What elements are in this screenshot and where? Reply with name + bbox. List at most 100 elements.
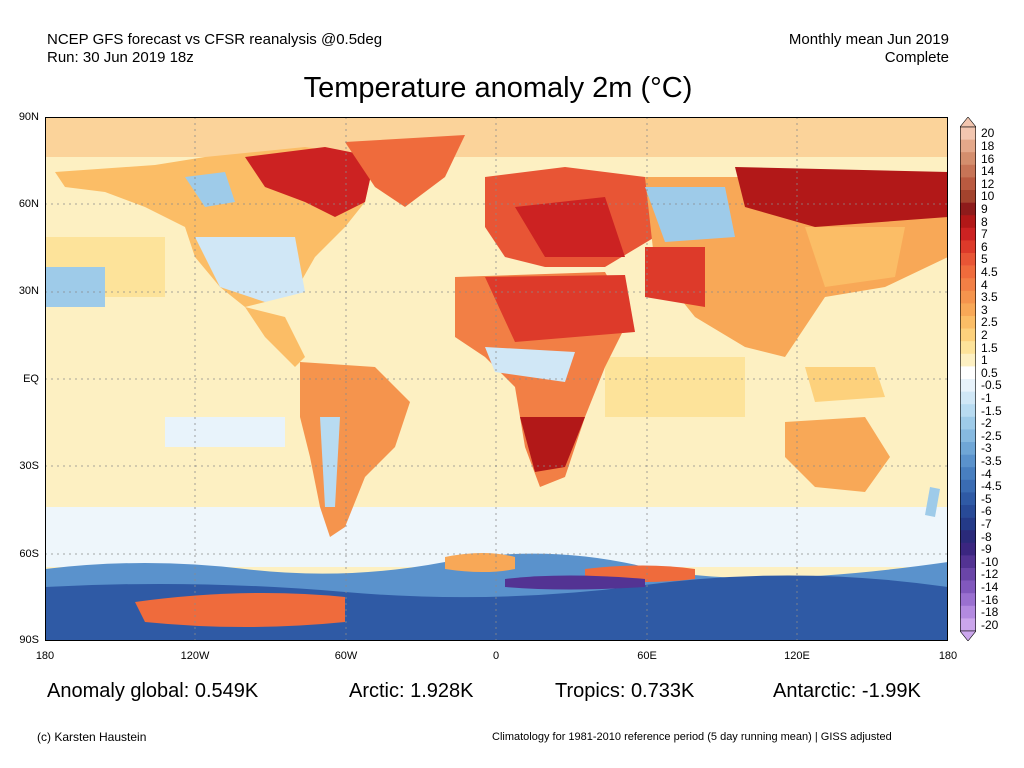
andes-cool <box>320 417 340 507</box>
colorbar-swatch <box>960 454 976 468</box>
tropics-anomaly: Tropics: 0.733K <box>555 680 695 702</box>
lat-label-30n: 30N <box>18 285 39 297</box>
west-siberia-cool <box>645 187 735 242</box>
lat-label-60s: 60S <box>19 548 39 560</box>
colorbar-label: -18 <box>981 605 999 620</box>
model-description: NCEP GFS forecast vs CFSR reanalysis @0.… <box>47 31 383 48</box>
colorbar-swatch <box>960 505 976 518</box>
colorbar-label: -1 <box>981 390 992 405</box>
colorbar-label: 1 <box>981 353 988 368</box>
lat-label-30s: 30S <box>19 460 39 472</box>
south-atlantic-warm-patch <box>445 553 515 572</box>
lon-label-60e: 60E <box>637 650 657 662</box>
colorbar-swatch <box>960 190 976 203</box>
colorbar-label: -4 <box>981 466 992 481</box>
climatology-note: Climatology for 1981-2010 reference peri… <box>492 731 892 743</box>
colorbar-label: 2 <box>981 327 988 342</box>
colorbar-label: -0.5 <box>981 378 1002 393</box>
colorbar-swatch <box>960 139 976 153</box>
colorbar-swatch <box>960 240 976 254</box>
colorbar-swatch <box>960 416 976 430</box>
lon-label-120e: 120E <box>784 650 810 662</box>
credit: (c) Karsten Haustein <box>37 730 147 744</box>
new-zealand <box>925 487 940 517</box>
greenland <box>345 135 465 207</box>
colorbar-label: -2.5 <box>981 428 1002 443</box>
colorbar-label: -5 <box>981 491 992 506</box>
colorbar-label: 7 <box>981 227 988 242</box>
colorbar-svg <box>959 116 977 642</box>
colorbar-swatch <box>960 555 976 569</box>
southern-africa-warm <box>520 417 585 472</box>
colorbar-label: -7 <box>981 516 992 531</box>
colorbar-swatch <box>960 467 976 481</box>
map-gridlines <box>45 117 948 641</box>
east-asia <box>805 227 905 287</box>
antarctic-anomaly: Antarctic: -1.99K <box>773 680 921 702</box>
arctic-anomaly: Arctic: 1.928K <box>349 680 474 702</box>
lat-label-90n: 90N <box>18 111 39 123</box>
colorbar-label: 20 <box>981 126 995 141</box>
antarctic-warm-patch <box>135 593 345 627</box>
middle-east-warm <box>645 247 705 307</box>
colorbar-swatch <box>960 316 976 329</box>
colorbar-label: -3 <box>981 441 992 456</box>
arctic-band <box>45 117 948 157</box>
colorbar-label: 9 <box>981 201 988 216</box>
colorbar-top-arrow <box>959 116 977 128</box>
colorbar-swatch <box>960 366 976 380</box>
colorbar-swatch <box>960 379 976 392</box>
colorbar-label: 10 <box>981 189 995 204</box>
colorbar-label: -14 <box>981 579 999 594</box>
colorbar-label: -1.5 <box>981 403 1002 418</box>
colorbar-label: 4.5 <box>981 264 998 279</box>
colorbar <box>959 116 977 642</box>
colorbar-label: -10 <box>981 554 999 569</box>
colorbar-swatch <box>960 303 976 317</box>
header-left: NCEP GFS forecast vs CFSR reanalysis @0.… <box>47 31 382 67</box>
header-right: Monthly mean Jun 2019 Complete <box>789 31 949 67</box>
colorbar-swatch <box>960 492 976 506</box>
colorbar-label: -16 <box>981 592 999 607</box>
lon-label-120w: 120W <box>180 650 210 662</box>
colorbar-swatch <box>960 353 976 367</box>
lon-label-60w: 60W <box>334 650 358 662</box>
colorbar-swatch <box>960 442 976 455</box>
north-pacific-cold <box>45 267 105 307</box>
colorbar-swatch <box>960 265 976 279</box>
south-pacific-cool <box>165 417 285 447</box>
colorbar-swatch <box>960 517 976 531</box>
colorbar-label: 5 <box>981 252 988 267</box>
colorbar-label: 18 <box>981 138 995 153</box>
canada-arctic-warm <box>245 147 375 217</box>
colorbar-label: -20 <box>981 617 999 632</box>
run-time: Run: 30 Jun 2019 18z <box>47 49 194 66</box>
colorbar-swatch <box>960 580 976 594</box>
maritime-continent <box>805 367 885 402</box>
lon-label-180e: 180 <box>938 650 958 662</box>
colorbar-swatch <box>960 215 976 229</box>
lon-label-180w: 180 <box>35 650 55 662</box>
colorbar-swatch <box>960 177 976 191</box>
indian-ocean-warm <box>605 357 745 417</box>
colorbar-label: -6 <box>981 504 992 519</box>
colorbar-label: 4 <box>981 277 988 292</box>
colorbar-swatch <box>960 164 976 178</box>
lat-label-60n: 60N <box>18 198 39 210</box>
colorbar-label: -2 <box>981 416 992 431</box>
colorbar-swatch <box>960 605 976 619</box>
colorbar-swatch <box>960 202 976 216</box>
colorbar-label: -12 <box>981 567 999 582</box>
colorbar-swatch <box>960 290 976 304</box>
australia <box>785 417 890 492</box>
colorbar-swatch <box>960 542 976 556</box>
colorbar-label: 12 <box>981 176 995 191</box>
colorbar-swatch <box>960 328 976 342</box>
lat-label-90s: 90S <box>19 634 39 646</box>
period-label: Monthly mean Jun 2019 <box>788 31 949 48</box>
map-frame <box>45 117 948 641</box>
antarctic-cold-core <box>505 575 645 590</box>
colorbar-swatch <box>960 593 976 607</box>
colorbar-label: 16 <box>981 151 995 166</box>
colorbar-label: -9 <box>981 542 992 557</box>
